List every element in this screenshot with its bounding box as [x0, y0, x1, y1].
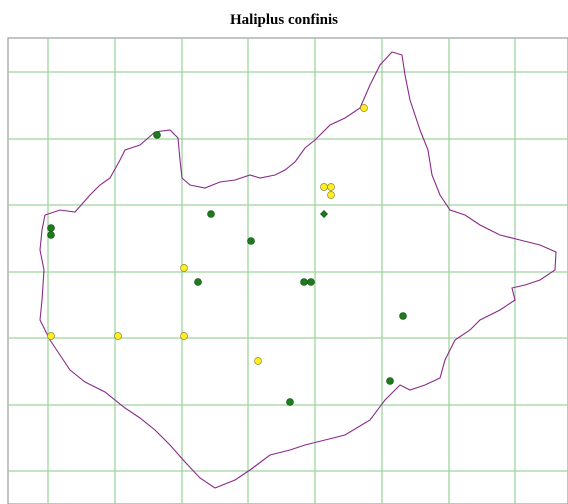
record-dot [300, 278, 308, 286]
record-dot [399, 312, 407, 320]
record-dot [180, 332, 188, 340]
record-dot [47, 332, 55, 340]
record-dot [47, 231, 55, 239]
record-dot [327, 191, 335, 199]
record-dot [327, 183, 335, 191]
records-green [47, 131, 407, 406]
record-diamond [320, 210, 328, 218]
record-dot [360, 104, 368, 112]
county-outline [39, 51, 557, 489]
record-dot [47, 224, 55, 232]
record-dot [194, 278, 202, 286]
record-dot [386, 377, 394, 385]
record-dot [286, 398, 294, 406]
record-dot [320, 183, 328, 191]
record-dot [114, 332, 122, 340]
record-dot [207, 210, 215, 218]
records-yellow [47, 104, 368, 365]
map-frame [7, 37, 568, 504]
record-dot [180, 264, 188, 272]
record-dot [247, 237, 255, 245]
map-title: Haliplus confinis [230, 12, 338, 28]
record-dot [307, 278, 315, 286]
record-dot [153, 131, 161, 139]
record-dot [254, 357, 262, 365]
